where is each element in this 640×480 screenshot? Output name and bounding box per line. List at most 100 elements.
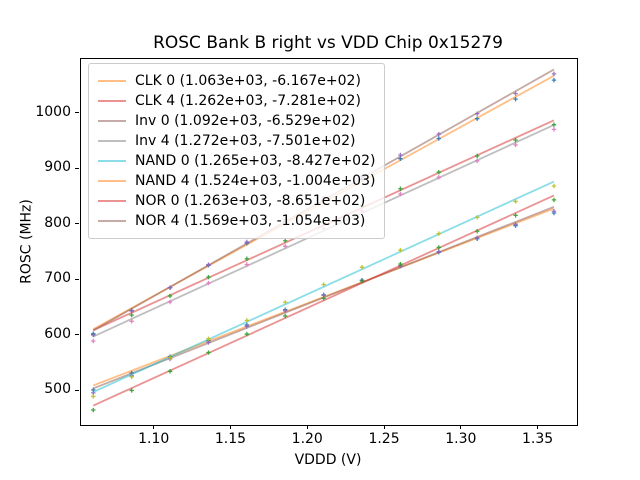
legend-line-sample (98, 180, 126, 182)
x-tick-mark (383, 425, 385, 429)
x-tick-mark (306, 425, 308, 429)
data-point-marker (474, 215, 480, 220)
data-point-marker (436, 169, 441, 175)
legend-item-label: NAND 4 (1.524e+03, -1.004e+03) (135, 173, 376, 189)
data-point-marker (513, 213, 518, 218)
data-point-marker (129, 374, 134, 380)
legend-item-label: Inv 0 (1.092e+03, -6.529e+02) (135, 113, 356, 129)
data-point-marker (244, 262, 250, 267)
legend-item: NAND 0 (1.265e+03, -8.427e+02) (98, 151, 375, 171)
y-tick-mark (75, 389, 79, 391)
data-point-marker (283, 238, 288, 243)
x-tick-mark (460, 425, 462, 429)
data-point-marker (129, 319, 134, 324)
y-tick-mark (75, 223, 79, 225)
data-point-marker (167, 285, 173, 290)
data-point-marker (436, 136, 441, 141)
data-point-marker (513, 199, 518, 204)
legend-item-label: NOR 0 (1.263e+03, -8.651e+02) (135, 193, 366, 209)
data-point-marker (398, 152, 403, 158)
data-point-marker (436, 175, 441, 180)
legend-item-label: Inv 4 (1.272e+03, -7.501e+02) (135, 133, 356, 149)
series-nand-0 (91, 180, 557, 399)
data-point-marker (513, 91, 518, 96)
data-point-marker (283, 244, 288, 249)
data-point-marker (474, 153, 480, 159)
data-point-marker (474, 111, 480, 116)
data-point-marker (474, 235, 480, 240)
x-tick-label: 1.20 (291, 431, 323, 447)
data-point-marker (167, 355, 173, 360)
y-tick-label: 600 (44, 325, 71, 342)
data-point-marker (91, 407, 96, 413)
plot-area: CLK 0 (1.063e+03, -6.167e+02) CLK 4 (1.26… (80, 58, 578, 426)
data-point-marker (436, 231, 441, 236)
data-point-marker (551, 77, 557, 83)
x-tick-label: 1.25 (368, 431, 400, 447)
legend-item-label: CLK 4 (1.262e+03, -7.281e+02) (135, 93, 361, 109)
legend-item-label: NAND 0 (1.265e+03, -8.427e+02) (135, 153, 376, 169)
data-point-marker (206, 262, 211, 267)
x-tick-mark (537, 425, 539, 429)
data-point-marker (474, 229, 480, 234)
legend-line-sample (98, 140, 126, 142)
x-axis-label: VDDD (V) (294, 452, 362, 468)
legend-item: NOR 4 (1.569e+03, -1.054e+03) (98, 211, 375, 231)
data-point-marker (283, 300, 288, 305)
legend-item-label: CLK 0 (1.063e+03, -6.167e+02) (135, 73, 361, 89)
data-point-marker (129, 308, 134, 314)
data-point-marker (129, 312, 134, 318)
data-point-marker (551, 197, 557, 203)
data-point-marker (551, 209, 557, 214)
y-tick-label: 900 (44, 159, 71, 176)
data-point-marker (244, 239, 250, 245)
data-point-marker (244, 331, 250, 337)
data-point-marker (206, 350, 211, 355)
x-tick-mark (229, 425, 231, 429)
legend-item: NAND 4 (1.524e+03, -1.004e+03) (98, 171, 375, 191)
data-point-marker (398, 248, 403, 253)
data-point-marker (359, 264, 365, 270)
plot-canvas (91, 68, 557, 413)
data-point-marker (167, 299, 173, 305)
y-tick-mark (75, 167, 79, 169)
data-point-marker (551, 71, 557, 77)
legend-line-sample (98, 160, 126, 162)
data-point-marker (359, 278, 365, 284)
data-point-marker (551, 183, 557, 189)
data-point-marker (398, 186, 403, 191)
data-point-marker (398, 261, 403, 267)
data-point-marker (206, 336, 211, 342)
legend-item-label: NOR 4 (1.569e+03, -1.054e+03) (135, 213, 366, 229)
data-point-marker (321, 296, 326, 301)
data-point-marker (91, 394, 96, 399)
data-point-marker (436, 131, 441, 137)
data-point-marker (513, 142, 518, 148)
data-point-marker (436, 249, 441, 254)
legend-item: CLK 0 (1.063e+03, -6.167e+02) (98, 71, 375, 91)
y-tick-label: 1000 (35, 103, 71, 120)
figure-title: ROSC Bank B right vs VDD Chip 0x15279 (153, 33, 503, 53)
legend-line-sample (98, 220, 126, 222)
legend-item: CLK 4 (1.262e+03, -7.281e+02) (98, 91, 375, 111)
data-point-marker (321, 282, 326, 287)
x-tick-label: 1.15 (214, 431, 247, 447)
data-point-marker (513, 96, 518, 102)
x-tick-mark (153, 425, 155, 429)
legend: CLK 0 (1.063e+03, -6.167e+02) CLK 4 (1.26… (88, 63, 386, 239)
data-point-marker (91, 332, 96, 338)
x-tick-label: 1.30 (445, 431, 477, 447)
data-point-marker (513, 222, 518, 227)
data-point-marker (283, 308, 288, 313)
y-tick-label: 500 (44, 381, 71, 397)
y-tick-mark (75, 278, 79, 280)
data-point-marker (244, 256, 250, 261)
data-point-marker (206, 280, 211, 286)
data-point-marker (398, 191, 403, 197)
data-point-marker (91, 338, 96, 344)
series-nor-0 (91, 194, 557, 413)
data-point-marker (129, 388, 134, 393)
legend-line-sample (98, 100, 126, 102)
data-point-marker (283, 313, 288, 319)
